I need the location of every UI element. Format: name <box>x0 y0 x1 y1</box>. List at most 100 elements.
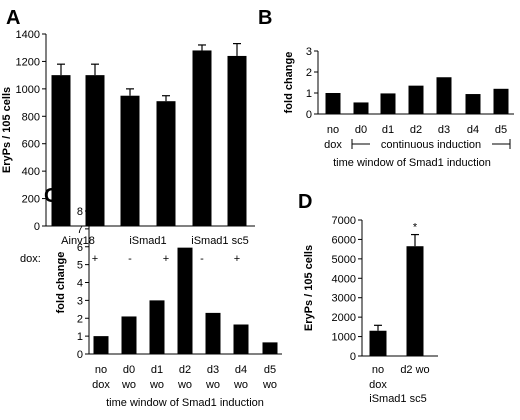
panel-c-category-label-line1: d5 <box>264 364 276 376</box>
panel-d-category-label-line2: dox <box>369 379 387 391</box>
panel-a-bar <box>192 50 212 227</box>
panel-d-y-tick-label: 3000 <box>332 293 356 305</box>
panel-c-category-label-line1: d0 <box>123 364 135 376</box>
panel-a-bar <box>156 101 176 226</box>
panel-a-y-tick-label: 400 <box>22 166 40 178</box>
panel-b-bar <box>380 93 396 114</box>
panel-letter-a: A <box>6 7 20 29</box>
panel-c-category-label-line1: d3 <box>207 364 219 376</box>
panel-a-y-tick-label: 1400 <box>16 29 40 41</box>
panel-c-category-label-line2: dox <box>92 379 110 391</box>
panel-a-dox-sign: - <box>59 253 63 265</box>
panel-a-y-tick-label: 200 <box>22 194 40 206</box>
panel-c-y-tick-label: 5 <box>77 260 83 272</box>
panel-d-y-tick-label: 0 <box>350 351 356 363</box>
panel-b-category-label: d4 <box>467 124 479 136</box>
panel-d-bar <box>406 246 424 356</box>
panel-c-category-label-line1: d4 <box>235 364 247 376</box>
panel-c-y-tick-label: 8 <box>77 206 83 218</box>
panel-a-group-label: iSmad1 <box>129 235 166 247</box>
panel-a-dox-sign: + <box>92 253 98 265</box>
panel-a-chart: 0 200 400 600 800 1000 1200 1400 EryPs / 105 cel… <box>1 29 255 265</box>
panel-b-category-label: d0 <box>355 124 367 136</box>
panel-d-x-axis-label: iSmad1 sc5 <box>369 393 426 405</box>
panel-b-y-tick-label: 2 <box>306 67 312 79</box>
panel-c-y-tick-label: 6 <box>77 242 83 254</box>
panel-a-group-label: Ainv18 <box>61 235 95 247</box>
panel-b-bar <box>493 88 509 114</box>
panel-b-bar <box>436 77 452 114</box>
panel-b-y-axis-label: fold change <box>283 52 295 114</box>
panel-b-category-label-line1: no <box>327 124 339 136</box>
panel-a-y-tick-label: 1000 <box>16 84 40 96</box>
panel-b-bar <box>325 93 341 114</box>
panel-c-y-tick-label: 2 <box>77 313 83 325</box>
panel-a-y-tick-label: 800 <box>22 111 40 123</box>
panel-c-category-label-line1: d2 <box>179 364 191 376</box>
panel-d-category-label: d2 wo <box>400 364 429 376</box>
panel-a-y-tick-label: 0 <box>34 221 40 233</box>
panel-d-category-label-line1: no <box>372 364 384 376</box>
panel-a-dox-sign: + <box>163 253 169 265</box>
panel-c-bar <box>149 300 165 354</box>
panel-d-y-tick-label: 1000 <box>332 332 356 344</box>
panel-d-y-tick-label: 6000 <box>332 234 356 246</box>
panel-b-category-label: d5 <box>495 124 507 136</box>
panel-b-bracket-label: continuous induction <box>381 139 481 151</box>
panel-c-bar <box>233 324 249 354</box>
panel-c-category-label-line1: no <box>95 364 107 376</box>
panel-d-y-tick-label: 4000 <box>332 273 356 285</box>
panel-b-y-tick-label: 3 <box>306 46 312 58</box>
panel-b-category-label: d1 <box>382 124 394 136</box>
panel-d-y-tick-label: 7000 <box>332 215 356 227</box>
panel-c-y-tick-label: 4 <box>77 278 83 290</box>
panel-b-bar <box>353 102 369 114</box>
panel-c-bar <box>93 336 109 354</box>
panel-a-bar <box>51 75 71 227</box>
panel-a-bar <box>120 95 140 226</box>
panel-c-category-label-line2: wo <box>262 379 277 391</box>
panel-b-category-label: d2 <box>410 124 422 136</box>
panel-c-category-label-line2: wo <box>233 379 248 391</box>
panel-a-bar <box>85 75 105 227</box>
panel-a-dox-row-label: dox: <box>20 253 41 265</box>
panel-c-category-label-line2: wo <box>149 379 164 391</box>
panel-c-bar <box>262 342 278 354</box>
panel-b-category-label-line2: dox <box>324 139 342 151</box>
panel-a-bar <box>227 55 247 226</box>
panel-b-x-axis-label: time window of Smad1 induction <box>333 157 491 169</box>
panel-c-category-label-line2: wo <box>205 379 220 391</box>
panel-c-bar <box>177 247 193 354</box>
panel-a-y-tick-label: 1200 <box>16 56 40 68</box>
panel-d-y-axis-label: EryPs / 105 cells <box>303 245 315 331</box>
panel-a-dox-sign: - <box>128 253 132 265</box>
panel-c-y-tick-label: 3 <box>77 295 83 307</box>
panel-b-chart: 0 1 2 3 fold change no dox d0 d1 d2 d3 d4 d5 continuo… <box>283 46 514 169</box>
panel-b-bar <box>465 94 481 114</box>
panel-b-category-label: d3 <box>438 124 450 136</box>
panel-c-category-label-line2: wo <box>121 379 136 391</box>
panel-a-y-tick-label: 600 <box>22 139 40 151</box>
panel-c-y-tick-label: 7 <box>77 224 83 236</box>
panel-d-chart: 0 1000 2000 3000 4000 5000 6000 7000 EryPs / 105… <box>303 215 438 405</box>
panel-c-category-label-line1: d1 <box>151 364 163 376</box>
panel-d-y-tick-label: 2000 <box>332 312 356 324</box>
panel-a-dox-sign: + <box>234 253 240 265</box>
panel-letter-d: D <box>298 191 312 213</box>
panel-c-x-axis-label: time window of Smad1 induction <box>106 397 264 409</box>
panel-b-y-tick-label: 0 <box>306 109 312 121</box>
panel-c-chart: 0 1 2 3 4 5 6 7 8 fold change no dox d0 wo d1 wo d2 wo d3 w… <box>55 206 282 409</box>
panel-a-y-axis-label: EryPs / 105 cells <box>1 87 13 173</box>
panel-letter-b: B <box>258 7 272 29</box>
panel-b-y-tick-label: 1 <box>306 88 312 100</box>
panel-c-category-label-line2: wo <box>177 379 192 391</box>
panel-d-significance-asterisk: * <box>413 222 418 234</box>
panel-c-bar <box>205 312 221 354</box>
panel-b-bracket-label-bg <box>370 137 492 151</box>
panel-c-bar <box>121 316 137 354</box>
panel-d-y-tick-label: 5000 <box>332 254 356 266</box>
panel-a-dox-sign: - <box>200 253 204 265</box>
panel-c-y-tick-label: 0 <box>77 349 83 361</box>
panel-c-y-tick-label: 1 <box>77 331 83 343</box>
